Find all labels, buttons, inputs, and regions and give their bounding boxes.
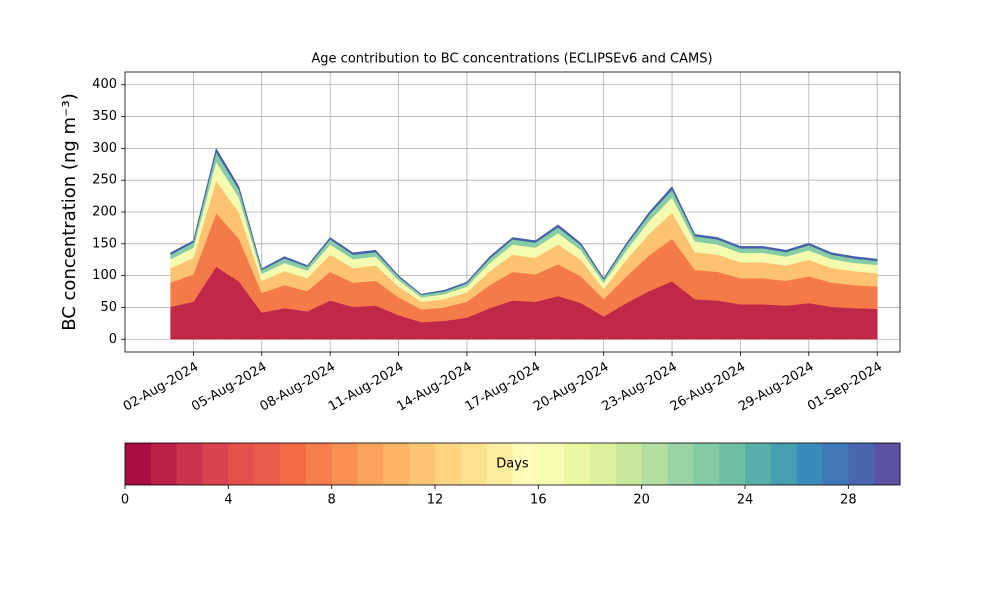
x-tick-label: 05-Aug-2024 (189, 360, 269, 415)
y-tick-label: 50 (100, 300, 117, 315)
colorbar-cell (254, 443, 281, 485)
x-tick-label: 20-Aug-2024 (531, 360, 611, 415)
colorbar-cell (641, 443, 668, 485)
colorbar-cell (176, 443, 203, 485)
colorbar-cell (460, 443, 488, 485)
colorbar-cell (848, 443, 875, 485)
y-tick-label: 350 (92, 109, 117, 124)
colorbar-cell (280, 443, 307, 485)
y-tick-label: 200 (92, 205, 117, 220)
colorbar-cell (486, 443, 513, 485)
y-tick-label: 250 (92, 173, 117, 188)
y-tick-label: 100 (92, 268, 117, 283)
x-tick-label: 29-Aug-2024 (736, 360, 816, 415)
colorbar-cell (125, 443, 152, 485)
colorbar-tick-label: 24 (737, 493, 754, 508)
x-tick-label: 17-Aug-2024 (463, 360, 543, 415)
colorbar-tick-label: 28 (840, 493, 857, 508)
chart-title: Age contribution to BC concentrations (E… (311, 52, 712, 67)
colorbar-cell (228, 443, 255, 485)
x-tick-label: 23-Aug-2024 (599, 360, 679, 415)
colorbar-label: Days (496, 457, 529, 472)
y-tick-label: 150 (92, 236, 117, 251)
colorbar-cell (667, 443, 694, 485)
x-tick-label: 26-Aug-2024 (668, 360, 748, 415)
colorbar-cell (202, 443, 229, 485)
colorbar-cell (357, 443, 384, 485)
colorbar-cell (512, 443, 539, 485)
colorbar-tick-label: 16 (530, 493, 547, 508)
colorbar-cell (745, 443, 772, 485)
colorbar-cell (822, 443, 849, 485)
y-tick-label: 400 (92, 77, 117, 92)
x-tick-label: 08-Aug-2024 (258, 360, 338, 415)
colorbar-tick-label: 12 (427, 493, 444, 508)
colorbar-tick-label: 0 (121, 493, 129, 508)
colorbar-cell (590, 443, 617, 485)
y-axis-label: BC concentration (ng m⁻³) (59, 93, 80, 331)
y-tick-label: 300 (92, 141, 117, 156)
colorbar-tick-label: 8 (328, 493, 336, 508)
colorbar-cell (564, 443, 591, 485)
x-tick-label: 02-Aug-2024 (121, 360, 201, 415)
colorbar-cell (435, 443, 462, 485)
x-tick-label: 14-Aug-2024 (394, 360, 474, 415)
colorbar-cell (383, 443, 410, 485)
plot-frame (124, 71, 901, 353)
colorbar-cell (615, 443, 643, 485)
colorbar-frame (124, 442, 901, 486)
x-tick-label: 01-Sep-2024 (805, 360, 885, 415)
colorbar-cell (305, 443, 333, 485)
y-tick-label: 0 (109, 332, 117, 347)
area-layer (170, 147, 878, 295)
colorbar-cell (150, 443, 178, 485)
x-tick-label: 11-Aug-2024 (326, 360, 406, 415)
colorbar-tick-label: 4 (224, 493, 232, 508)
colorbar-cell (770, 443, 798, 485)
colorbar-cell (874, 443, 901, 485)
colorbar-cell (796, 443, 823, 485)
colorbar-cell (331, 443, 358, 485)
colorbar-tick-label: 20 (633, 493, 650, 508)
colorbar-cell (693, 443, 720, 485)
colorbar-cell (719, 443, 746, 485)
colorbar-cell (538, 443, 565, 485)
colorbar-cell (409, 443, 436, 485)
